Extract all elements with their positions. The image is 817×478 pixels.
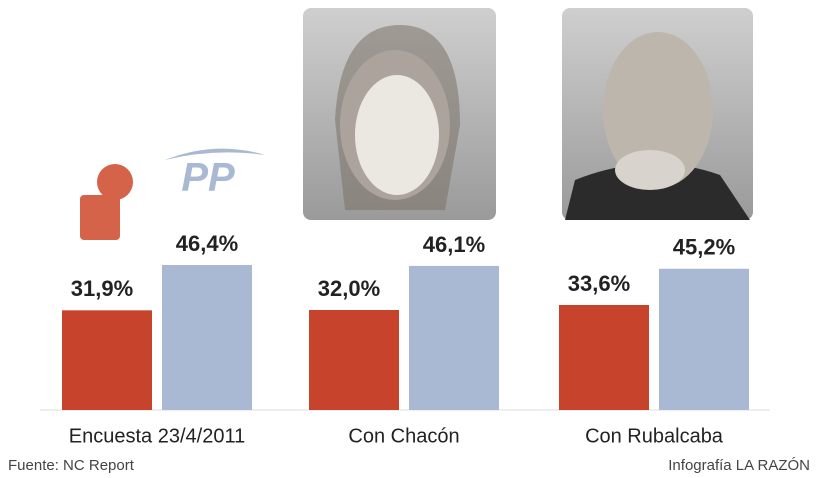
value-label: 46,1% — [423, 232, 485, 257]
photo-chacon — [303, 8, 496, 220]
value-label: 32,0% — [318, 276, 380, 301]
bar — [309, 310, 399, 410]
source: Fuente: NC Report — [8, 457, 135, 474]
legend-label: PP — [181, 156, 235, 200]
chart: PP Fuente: NC Report Infografía LA RAZÓN… — [0, 0, 817, 478]
category-label: Con Chacón — [348, 425, 459, 447]
bar — [409, 266, 499, 410]
category-label: Con Rubalcaba — [585, 425, 724, 447]
photo-rubalcaba — [562, 8, 753, 220]
value-label: 45,2% — [673, 235, 735, 260]
value-label: 33,6% — [568, 271, 630, 296]
credit: Infografía LA RAZÓN — [668, 457, 810, 474]
bar — [659, 269, 749, 410]
value-label: 46,4% — [176, 231, 238, 256]
psoe-logo — [80, 164, 133, 240]
bar — [162, 265, 252, 410]
bar — [62, 310, 152, 410]
page: PP Fuente: NC Report Infografía LA RAZÓN… — [0, 0, 817, 478]
pp-logo: PP — [165, 149, 265, 200]
bar — [559, 305, 649, 410]
category-label: Encuesta 23/4/2011 — [69, 425, 245, 447]
value-label: 31,9% — [71, 276, 133, 301]
